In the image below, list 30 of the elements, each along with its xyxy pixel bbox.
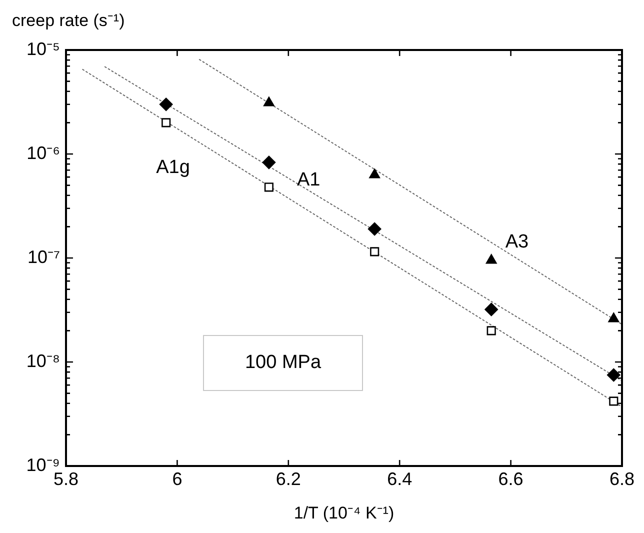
point bbox=[486, 326, 496, 336]
point bbox=[608, 312, 620, 322]
x-tick-label: 5.8 bbox=[53, 468, 79, 489]
point bbox=[484, 302, 498, 316]
note-box: 100 MPa bbox=[203, 335, 363, 391]
y-tick-label: 10⁻⁸ bbox=[26, 350, 60, 371]
series-label: A1 bbox=[296, 170, 320, 191]
point bbox=[607, 368, 620, 382]
point bbox=[162, 118, 171, 128]
x-axis-title: 1/T (10⁻⁴ K⁻¹) bbox=[294, 503, 394, 522]
point bbox=[264, 182, 274, 192]
series-label: A3 bbox=[505, 232, 529, 253]
y-tick-label: 10⁻⁵ bbox=[26, 38, 60, 59]
y-tick-label: 10⁻⁶ bbox=[26, 142, 60, 163]
y-axis-title: creep rate (s⁻¹) bbox=[12, 10, 125, 31]
y-tick-label: 10⁻⁷ bbox=[27, 246, 60, 267]
point bbox=[262, 156, 276, 170]
point bbox=[369, 168, 380, 178]
series-label: A1g bbox=[156, 156, 190, 178]
x-tick-label: 6 bbox=[172, 468, 182, 489]
point bbox=[368, 222, 382, 236]
x-tick-label: 6.4 bbox=[387, 468, 412, 489]
x-tick-label: 6.6 bbox=[498, 468, 524, 489]
point bbox=[159, 98, 173, 112]
point bbox=[370, 247, 380, 256]
point bbox=[609, 396, 618, 406]
point bbox=[486, 254, 497, 264]
point bbox=[264, 96, 274, 106]
x-tick-label: 6.8 bbox=[609, 468, 635, 489]
x-tick-label: 6.2 bbox=[276, 468, 301, 489]
